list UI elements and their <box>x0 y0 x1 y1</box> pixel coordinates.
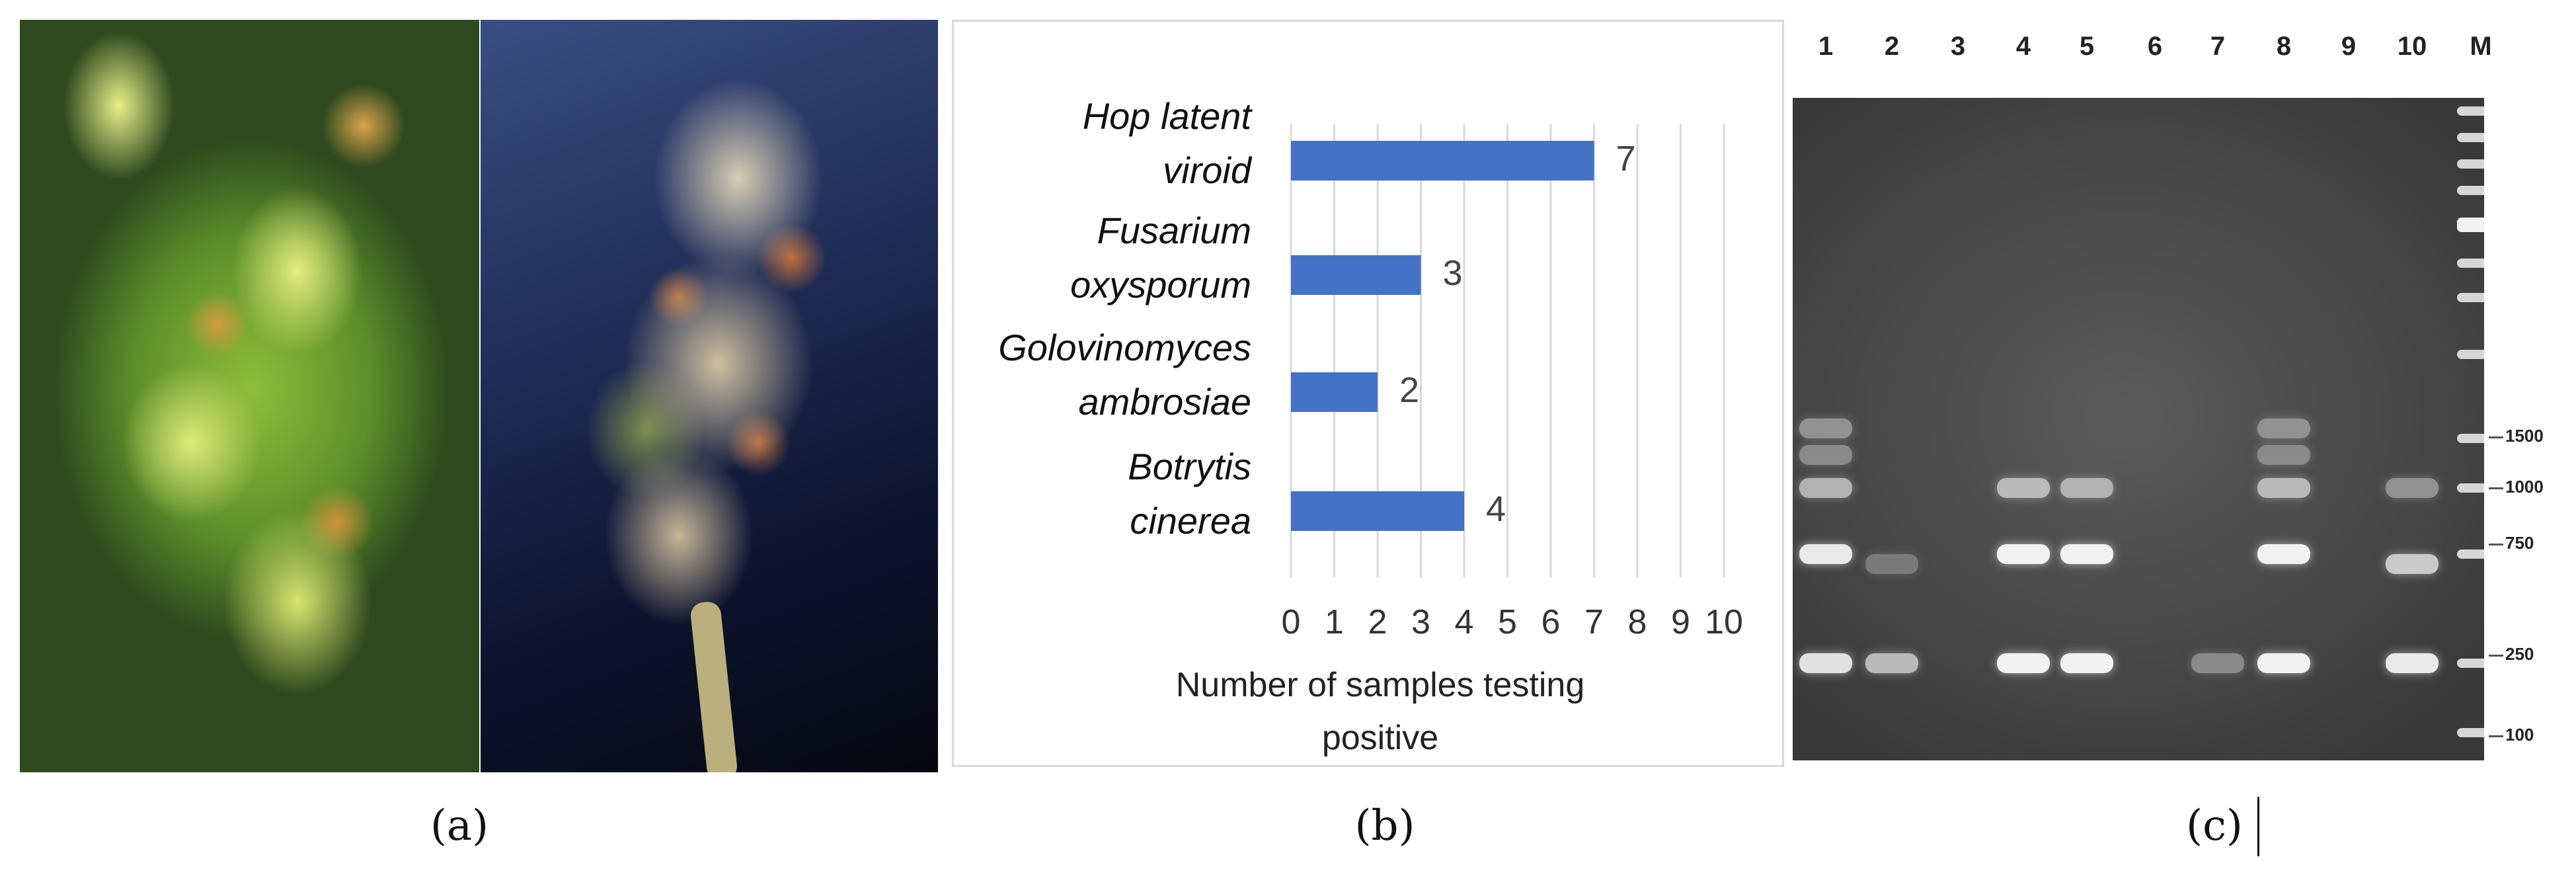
lane-label-2: 2 <box>1884 32 1900 61</box>
gel-band-lane-8-17 <box>2257 544 2310 564</box>
text-cursor <box>2257 797 2259 856</box>
cannabis-plant-photo <box>20 20 479 772</box>
gel-band-lane-10-21 <box>2386 653 2439 673</box>
gel-band-lane-4-9 <box>1997 653 2050 673</box>
ladder-band-5 <box>2457 259 2484 268</box>
caption-c: (c) <box>2186 801 2243 850</box>
gel-band-lane-10-20 <box>2386 554 2439 574</box>
gel-band-lane-2-6 <box>1865 653 1918 673</box>
ladder-band-6 <box>2457 293 2484 302</box>
gel-band-lane-10-19 <box>2386 478 2439 498</box>
ladder-band-0 <box>2457 106 2484 116</box>
bar-chart: 0 1 2 3 4 5 6 7 8 9 10 7 Hop latent viroid 3 Fusarium ox… <box>952 20 1784 767</box>
caption-a: (a) <box>430 801 489 850</box>
category-label-3-1: cinerea <box>1130 500 1251 542</box>
lane-label-6: 6 <box>2147 32 2163 61</box>
size-tick-750 <box>2489 544 2503 546</box>
gel-band-lane-2-5 <box>1865 554 1918 574</box>
category-label-0-1: viroid <box>1163 149 1253 191</box>
gel-band-lane-1-2 <box>1799 478 1852 498</box>
lane-label-1: 1 <box>1818 32 1834 61</box>
data-label-0: 7 <box>1616 139 1635 179</box>
category-label-0-0: Hop latent <box>1083 95 1253 137</box>
x-tick-label-4: 4 <box>1455 603 1474 641</box>
ladder-band-2 <box>2457 159 2484 169</box>
data-label-2: 2 <box>1399 370 1419 410</box>
ladder-band-3 <box>2457 186 2484 195</box>
bar-3 <box>1291 491 1464 531</box>
size-label-100: 100 <box>2505 725 2534 745</box>
size-tick-1000 <box>2489 487 2503 489</box>
size-label-1500: 1500 <box>2505 426 2544 446</box>
gel-band-lane-4-8 <box>1997 544 2050 564</box>
x-tick-label-8: 8 <box>1628 603 1647 641</box>
x-tick-label-7: 7 <box>1584 603 1604 641</box>
gel-band-lane-8-16 <box>2257 478 2310 498</box>
gel-electrophoresis-image <box>1793 98 2484 760</box>
size-tick-1500 <box>2489 436 2503 438</box>
x-tick-label-2: 2 <box>1368 603 1387 641</box>
x-axis-title-0: Number of samples testing <box>1176 666 1585 704</box>
dried-bud-photo <box>481 20 938 772</box>
x-tick-label-6: 6 <box>1542 603 1561 641</box>
caption-b: (b) <box>1354 801 1415 850</box>
x-tick-label-1: 1 <box>1325 603 1344 641</box>
ladder-band-7 <box>2457 350 2484 359</box>
gel-band-lane-1-4 <box>1799 653 1852 673</box>
ladder-band-1 <box>2457 133 2484 142</box>
gel-band-lane-4-7 <box>1997 478 2050 498</box>
gel-band-lane-1-0 <box>1799 419 1852 438</box>
x-tick-label-5: 5 <box>1498 603 1517 641</box>
lane-label-5: 5 <box>2079 32 2095 61</box>
x-tick-label-0: 0 <box>1282 603 1301 641</box>
size-tick-250 <box>2489 655 2503 657</box>
ladder-band-9 <box>2457 483 2484 493</box>
category-label-2-1: ambrosiae <box>1079 381 1251 423</box>
bar-2 <box>1291 372 1378 412</box>
category-label-1-1: oxysporum <box>1070 264 1251 305</box>
gel-band-lane-5-12 <box>2060 653 2113 673</box>
x-tick-label-3: 3 <box>1411 603 1430 641</box>
gel-band-lane-8-15 <box>2257 445 2310 465</box>
data-label-1: 3 <box>1442 253 1462 293</box>
gel-band-lane-8-14 <box>2257 419 2310 438</box>
gel-lane-labels: 1 2 3 4 5 6 7 8 9 10 M <box>1791 20 2576 86</box>
category-label-3-0: Botrytis <box>1128 446 1251 487</box>
size-tick-100 <box>2489 735 2503 737</box>
x-axis-title-1: positive <box>1322 719 1438 757</box>
data-label-3: 4 <box>1486 489 1506 529</box>
lane-label-4: 4 <box>2015 32 2031 61</box>
size-label-750: 750 <box>2505 533 2534 553</box>
size-label-1000: 1000 <box>2505 477 2544 497</box>
lane-label-3: 3 <box>1950 32 1966 61</box>
gel-band-lane-5-10 <box>2060 478 2113 498</box>
bar-0 <box>1291 141 1594 181</box>
lane-label-8: 8 <box>2276 32 2292 61</box>
ladder-band-11 <box>2457 659 2484 668</box>
gel-band-lane-8-18 <box>2257 653 2310 673</box>
category-label-1-0: Fusarium <box>1097 210 1251 251</box>
category-label-2-0: Golovinomyces <box>998 327 1251 368</box>
ladder-band-10 <box>2457 549 2484 559</box>
lane-label-M: M <box>2470 32 2492 61</box>
size-label-250: 250 <box>2505 644 2534 664</box>
ladder-band-4 <box>2457 218 2484 232</box>
lane-label-7: 7 <box>2210 32 2226 61</box>
gel-band-lane-7-13 <box>2191 653 2244 673</box>
x-tick-label-9: 9 <box>1671 603 1690 641</box>
ladder-band-8 <box>2457 434 2484 443</box>
gel-band-lane-1-3 <box>1799 544 1852 564</box>
lane-label-9: 9 <box>2341 32 2357 61</box>
x-tick-label-10: 10 <box>1705 603 1743 641</box>
ladder-band-12 <box>2457 728 2484 737</box>
gel-band-lane-5-11 <box>2060 544 2113 564</box>
gel-band-lane-1-1 <box>1799 445 1852 465</box>
lane-label-10: 10 <box>2397 32 2427 61</box>
bar-1 <box>1291 255 1421 295</box>
